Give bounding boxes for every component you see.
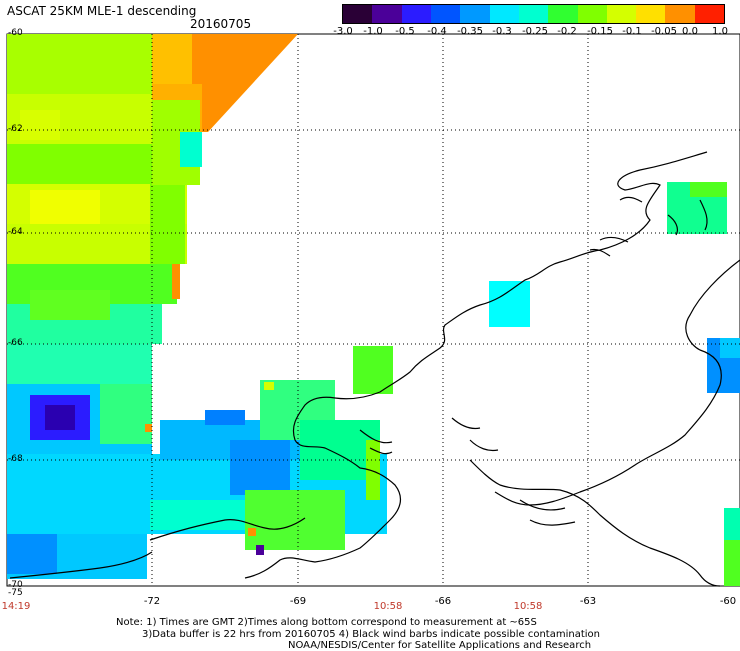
colorbar-label: -0.15 <box>587 26 613 37</box>
time-label: 14:19 <box>1 601 31 612</box>
colorbar-segment <box>343 5 373 23</box>
note-line-3: NOAA/NESDIS/Center for Satellite Applica… <box>288 640 592 651</box>
colorbar-label: -0.3 <box>492 26 512 37</box>
colorbar-segment <box>665 5 695 23</box>
colorbar-segment <box>460 5 490 23</box>
colorbar-segment <box>430 5 461 23</box>
lat-label: -70 <box>8 580 23 590</box>
map-date: 20160705 <box>190 17 252 31</box>
colorbar-label: -1.0 <box>363 26 383 37</box>
colorbar-label: 0.0 <box>682 26 698 37</box>
note-line-1: Note: 1) Times are GMT 2)Times along bot… <box>116 617 537 628</box>
lat-label: -62 <box>8 124 23 134</box>
map-grid <box>7 34 740 586</box>
colorbar-segment <box>636 5 666 23</box>
data-patch-cyan <box>489 281 530 327</box>
colorbar-segment <box>489 5 519 23</box>
colorbar-segment <box>606 5 637 23</box>
lon-label: -63 <box>579 596 597 607</box>
time-label: 10:58 <box>513 601 543 612</box>
colorbar-segment <box>577 5 607 23</box>
colorbar-segment <box>694 5 725 23</box>
lon-label: -66 <box>434 596 452 607</box>
lon-label: -72 <box>143 596 161 607</box>
colorbar-label: -3.0 <box>333 26 353 37</box>
coastline <box>9 151 740 587</box>
colorbar-label: -0.05 <box>651 26 677 37</box>
colorbar-segment <box>548 5 578 23</box>
lat-label: -64 <box>8 227 23 237</box>
lon-label: -60 <box>719 596 737 607</box>
colorbar-label: -0.4 <box>427 26 447 37</box>
map-title: ASCAT 25KM MLE-1 descending <box>7 4 197 18</box>
colorbar-label: -0.25 <box>522 26 548 37</box>
data-patch-green <box>353 346 393 394</box>
lat-label: -75 <box>8 588 23 598</box>
lon-label: -69 <box>289 596 307 607</box>
colorbar <box>342 4 725 24</box>
colorbar-label: -0.5 <box>395 26 415 37</box>
lat-label: -60 <box>8 28 23 38</box>
colorbar-label: -0.1 <box>622 26 642 37</box>
lat-label: -66 <box>8 338 23 348</box>
lat-label: -68 <box>8 454 23 464</box>
data-patch-southwest <box>7 380 387 579</box>
colorbar-segment <box>372 5 402 23</box>
colorbar-label: -0.35 <box>457 26 483 37</box>
colorbar-label: 1.0 <box>712 26 728 37</box>
note-line-2: 3)Data buffer is 22 hrs from 20160705 4)… <box>142 629 600 640</box>
data-patch-west <box>7 34 187 384</box>
time-label: 10:58 <box>373 601 403 612</box>
colorbar-segment <box>401 5 431 23</box>
colorbar-segment <box>518 5 549 23</box>
colorbar-label: -0.2 <box>557 26 577 37</box>
